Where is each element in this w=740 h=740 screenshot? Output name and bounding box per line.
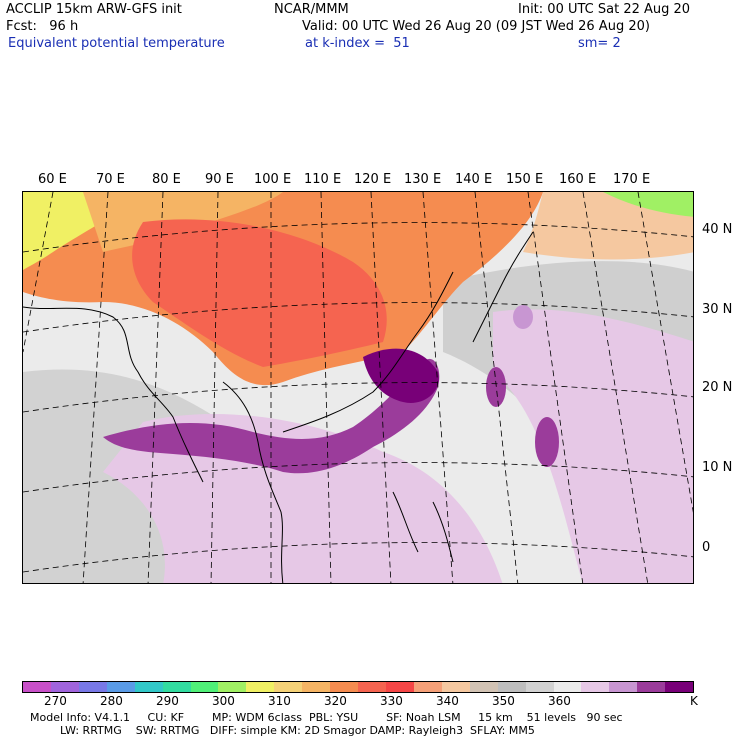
- map-canvas: [23, 192, 693, 583]
- colorbar-unit: K: [690, 694, 698, 708]
- colorbar-swatch-11: [330, 682, 359, 692]
- lon-label-130e: 130 E: [404, 172, 442, 187]
- lon-label-150e: 150 E: [506, 172, 544, 187]
- colorbar-swatch-7: [218, 682, 247, 692]
- organization-label: NCAR/MMM: [274, 2, 349, 17]
- model-info-line2: LW: RRTMG SW: RRTMG DIFF: simple KM: 2D …: [60, 724, 535, 737]
- colorbar-label-270: 270: [44, 694, 67, 708]
- parallel-30n: [23, 302, 693, 333]
- colorbar-swatch-15: [441, 682, 470, 692]
- light-purple-pacific: [493, 309, 693, 583]
- colorbar-swatch-22: [637, 682, 666, 692]
- lat-label-0: 0: [702, 540, 711, 555]
- lat-label-20n: 20 N: [702, 380, 733, 395]
- forecast-hour-label: Fcst: 96 h: [6, 19, 79, 34]
- colorbar-swatch-23: [665, 682, 694, 692]
- colorbar-label-340: 340: [436, 694, 459, 708]
- meridian-60e: [23, 192, 54, 353]
- colorbar-swatch-6: [190, 682, 219, 692]
- lat-label-40n: 40 N: [702, 222, 733, 237]
- lat-label-30n: 30 N: [702, 302, 733, 317]
- coastline-china: [282, 271, 454, 433]
- model-title: ACCLIP 15km ARW-GFS init: [6, 2, 182, 17]
- valid-time-label: Valid: 00 UTC Wed 26 Aug 20 (09 JST Wed …: [302, 19, 650, 34]
- colorbar-label-320: 320: [324, 694, 347, 708]
- lon-label-140e: 140 E: [455, 172, 493, 187]
- parallel-20n: [23, 382, 693, 413]
- model-info-line1: Model Info: V4.1.1 CU: KF MP: WDM 6class…: [30, 711, 623, 724]
- typhoon-core: [363, 348, 439, 403]
- colorbar-swatch-5: [162, 682, 191, 692]
- purple-patch-pacific-2: [535, 417, 559, 467]
- colorbar-swatch-21: [609, 682, 638, 692]
- colorbar-label-280: 280: [100, 694, 123, 708]
- colorbar-swatch-8: [246, 682, 275, 692]
- meridian-150e: [527, 192, 584, 583]
- lon-label-90e: 90 E: [205, 172, 234, 187]
- lat-label-10n: 10 N: [702, 460, 733, 475]
- smoothing-label: sm= 2: [578, 36, 621, 51]
- colorbar-swatch-18: [525, 682, 554, 692]
- colorbar-swatch-20: [581, 682, 610, 692]
- meridian-130e: [422, 192, 454, 583]
- graticule: [23, 192, 693, 583]
- coastline-philippines: [392, 491, 454, 563]
- meridian-140e: [474, 192, 519, 583]
- colorbar-label-290: 290: [156, 694, 179, 708]
- lon-label-160e: 160 E: [559, 172, 597, 187]
- lon-label-100e: 100 E: [254, 172, 292, 187]
- meridian-90e: [210, 192, 219, 583]
- lon-label-120e: 120 E: [354, 172, 392, 187]
- colorbar-swatch-13: [385, 682, 414, 692]
- lon-label-70e: 70 E: [96, 172, 125, 187]
- colorbar-label-350: 350: [492, 694, 515, 708]
- meridian-80e: [147, 192, 164, 583]
- parallel-0: [23, 542, 693, 573]
- red-plateau: [132, 219, 387, 367]
- meridian-160e: [582, 192, 649, 583]
- colorbar-swatch-1: [50, 682, 79, 692]
- coastline-indochina: [222, 381, 284, 583]
- colorbar-swatch-12: [358, 682, 386, 692]
- lon-label-80e: 80 E: [152, 172, 181, 187]
- colorbar-swatch-2: [78, 682, 107, 692]
- colorbar-swatch-16: [469, 682, 498, 692]
- parallel-40n: [23, 222, 693, 253]
- meridian-110e: [320, 192, 332, 583]
- meridian-70e: [82, 192, 109, 583]
- meridian-170e: [637, 192, 693, 513]
- init-time-label: Init: 00 UTC Sat 22 Aug 20: [518, 2, 691, 17]
- colorbar-swatch-0: [23, 682, 51, 692]
- colorbar-swatch-19: [553, 682, 582, 692]
- coastline-india: [23, 306, 204, 483]
- parallel-10n: [23, 462, 693, 493]
- lon-label-170e: 170 E: [613, 172, 651, 187]
- purple-patch-pacific-3: [513, 305, 533, 329]
- colorbar-label-310: 310: [268, 694, 291, 708]
- colorbar-swatch-14: [413, 682, 442, 692]
- meridian-120e: [370, 192, 392, 583]
- theta-e-map: [22, 191, 694, 584]
- coastline-japan: [472, 231, 534, 343]
- green-northeast: [603, 192, 693, 217]
- colorbar-swatch-4: [134, 682, 163, 692]
- lon-label-60e: 60 E: [38, 172, 67, 187]
- colorbar-swatch-3: [106, 682, 135, 692]
- colorbar-swatch-17: [497, 682, 526, 692]
- field-name-label: Equivalent potential temperature: [8, 36, 225, 51]
- level-label: at k-index = 51: [305, 36, 410, 51]
- colorbar-label-330: 330: [380, 694, 403, 708]
- colorbar-label-360: 360: [548, 694, 571, 708]
- colorbar: [22, 681, 694, 693]
- colorbar-swatch-10: [302, 682, 331, 692]
- colorbar-label-300: 300: [212, 694, 235, 708]
- colorbar-swatch-9: [274, 682, 303, 692]
- lon-label-110e: 110 E: [304, 172, 342, 187]
- monsoon-band: [103, 358, 440, 474]
- purple-patch-pacific-1: [486, 367, 506, 407]
